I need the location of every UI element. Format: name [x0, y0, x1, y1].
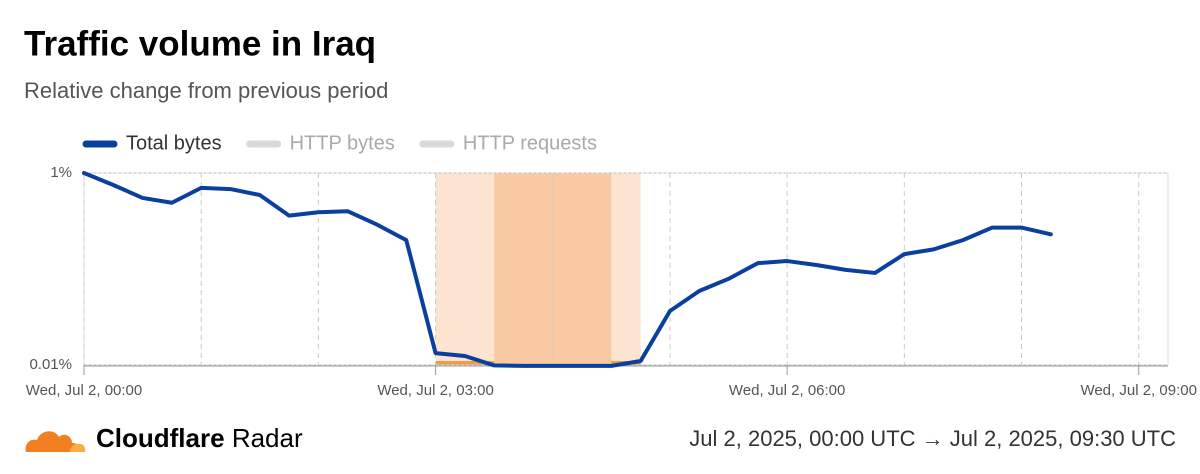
logo-cloud-small	[70, 443, 86, 452]
chart-title: Traffic volume in Iraq	[24, 24, 376, 63]
legend-label[interactable]: HTTP requests	[463, 132, 597, 154]
brand-name: Cloudflare	[96, 423, 225, 453]
x-tick-label: Wed, Jul 2, 06:00	[729, 382, 845, 399]
brand-product: Radar	[232, 423, 303, 453]
x-tick-label: Wed, Jul 2, 09:00	[1080, 382, 1196, 399]
date-range: Jul 2, 2025, 00:00 UTC → Jul 2, 2025, 09…	[689, 426, 1176, 451]
brand: Cloudflare Radar	[96, 423, 303, 453]
legend-label[interactable]: HTTP bytes	[290, 132, 395, 154]
logo-cloud	[25, 431, 82, 452]
legend-label[interactable]: Total bytes	[126, 132, 222, 154]
x-tick-label: Wed, Jul 2, 00:00	[26, 382, 142, 399]
y-tick-label: 1%	[50, 164, 72, 181]
x-tick-label: Wed, Jul 2, 03:00	[377, 382, 493, 399]
chart-subtitle: Relative change from previous period	[24, 78, 388, 103]
line	[82, 171, 1053, 368]
plot: Wed, Jul 2, 00:00 Wed, Jul 2, 03:00 Wed, J…	[26, 132, 1197, 399]
logo	[25, 431, 86, 452]
y-tick-label: 0.01%	[29, 356, 72, 373]
